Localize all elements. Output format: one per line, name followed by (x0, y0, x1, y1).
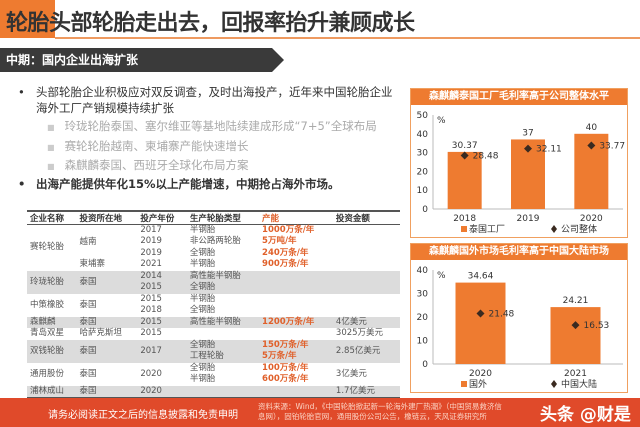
section-banner: 中期：国内企业出海扩张 (0, 48, 284, 72)
table-row: 工程轮胎 5万条/年 (27, 351, 400, 363)
y-tick-label: 20 (417, 167, 429, 177)
y-tick-label: 20 (417, 313, 429, 323)
marker-point (476, 309, 485, 318)
legend-label: 公司整体 (561, 223, 597, 235)
chart-title: 森麒麟泰国工厂毛利率高于公司整体水平 (411, 89, 627, 105)
legend-label: 泰国工厂 (469, 223, 505, 235)
legend-marker-swatch (551, 380, 557, 388)
bar (550, 307, 601, 364)
marker-point (571, 321, 580, 330)
bullet-1: • 头部轮胎企业积极应对双反调查，及时出海投产，近年来中国轮胎企业海外工厂产销规模… (18, 85, 393, 115)
page-title: 轮胎头部轮胎走出去，回报率抬升兼顾成长 (6, 11, 415, 36)
legend-marker-swatch (551, 225, 557, 233)
y-tick-label: 10 (417, 186, 429, 196)
y-tick-label: 30 (417, 149, 429, 159)
table-row: 2019 全钢胎 240万条/年 (140, 247, 309, 258)
unit-label: % (437, 271, 446, 281)
market-margin-chart: 0 10 20 30 40% 34.64 21.48 2020 24.21 16.53 2021 国外… (417, 266, 623, 390)
x-tick-label: 2021 (564, 369, 587, 379)
marker-point (587, 141, 596, 150)
table-row: 2018 全钢胎 (140, 305, 216, 316)
sub-bullet: ■ 森麒麟泰国、西班牙全球化布局方案 (47, 158, 249, 172)
marker-value-label: 16.53 (584, 321, 610, 331)
source-note: 资料来源：Wind，《中国轮胎掀起新一轮海外建厂热潮》（中国贸易救济信息网），固… (258, 402, 502, 421)
y-tick-label: 30 (417, 290, 429, 300)
x-tick-label: 2020 (580, 214, 603, 224)
table-row: 2019 非公路两轮胎 5万吨/年 (140, 236, 297, 247)
y-tick-label: 0 (422, 205, 428, 215)
table-row: 2015 全钢胎 (27, 282, 400, 294)
title-divider (55, 37, 640, 39)
y-tick-label: 40 (417, 266, 429, 276)
table-row: 通用股份 泰国 2020 全钢胎 100万条/年 3亿美元 (30, 362, 367, 379)
bar (455, 282, 506, 364)
bar-value-label: 37 (522, 128, 533, 138)
table-row: 浦林成山 泰国 2020 1.7亿美元 (27, 385, 400, 398)
sub-bullet: ■ 玲珑轮胎泰国、塞尔维亚等基地陆续建成形成“7+5”全球布局 (47, 119, 377, 133)
overseas-factory-table: 企业名称 投资所在地 投产年份 生产轮胎类型 产能 投资金额 赛轮轮胎 越南 2017 半钢胎 1… (27, 210, 400, 399)
table-row: 青岛双星 哈萨克斯坦 2015 3025万美元 (30, 328, 384, 339)
y-tick-label: 10 (417, 337, 429, 347)
legend-label: 国外 (469, 378, 487, 390)
watermark: 头条 @财是 (540, 405, 631, 425)
table-row: 柬埔寨 2021 半钢胎 900万条/年 (79, 259, 309, 270)
footer: 请务必阅读正文之后的信息披露和免责申明 资料来源：Wind，《中国轮胎掀起新一轮… (0, 398, 640, 427)
table-row: 赛轮轮胎 越南 2017 半钢胎 1000万条/年 (30, 225, 315, 253)
disclaimer: 请务必阅读正文之后的信息披露和免责申明 (48, 410, 238, 421)
y-tick-label: 0 (422, 360, 428, 370)
legend-label: 中国大陆 (561, 378, 597, 390)
table-row: 双钱轮胎 泰国 2017 全钢胎 150万条/年 2.85亿美元 (27, 339, 400, 363)
y-tick-label: 40 (417, 130, 429, 140)
sub-bullet: ■ 赛轮轮胎越南、柬埔寨产能快速增长 (47, 139, 249, 153)
bar-value-label: 40 (586, 123, 598, 133)
marker-point (460, 151, 469, 160)
bar-value-label: 34.64 (468, 272, 494, 282)
legend-bar-swatch (461, 381, 467, 387)
bar (447, 151, 482, 209)
marker-value-label: 33.77 (599, 142, 625, 152)
bar-value-label: 24.21 (563, 296, 589, 306)
table-header: 企业名称 投资所在地 投产年份 生产轮胎类型 产能 投资金额 (27, 211, 400, 225)
table-row: 玲珑轮胎 泰国 2014 高性能半钢胎 (27, 270, 400, 294)
x-tick-label: 2019 (517, 214, 540, 224)
x-tick-label: 2020 (469, 369, 492, 379)
legend-bar-swatch (461, 226, 467, 232)
bullet-2: • 出海产能提供年化15%以上产能增速，中期抢占海外市场。 (18, 177, 340, 191)
chart-panel-market: 森麒麟国外市场毛利率高于中国大陆市场 0 10 20 30 40% 34.64 21.48 2… (410, 243, 628, 393)
title-accent (0, 0, 55, 38)
bar-value-label: 30.37 (452, 141, 478, 151)
marker-value-label: 32.11 (536, 145, 562, 155)
marker-point (524, 144, 532, 153)
table-row: 半钢胎 600万条/年 (189, 374, 309, 385)
x-tick-label: 2018 (453, 214, 476, 224)
marker-value-label: 28.48 (473, 151, 499, 161)
chart-title: 森麒麟国外市场毛利率高于中国大陆市场 (411, 244, 627, 260)
chart-panel-thailand: 森麒麟泰国工厂毛利率高于公司整体水平 0 10 20 30 40 50% 30.37 28.4… (410, 88, 628, 238)
table-row: 中策橡胶 泰国 2015 半钢胎 (30, 293, 216, 310)
y-tick-label: 50 (417, 111, 429, 121)
unit-label: % (437, 116, 446, 126)
table-row: 森麒麟 泰国 2015 高性能半钢胎 1200万条/年 4亿美元 (27, 316, 400, 328)
marker-value-label: 21.48 (489, 310, 515, 320)
